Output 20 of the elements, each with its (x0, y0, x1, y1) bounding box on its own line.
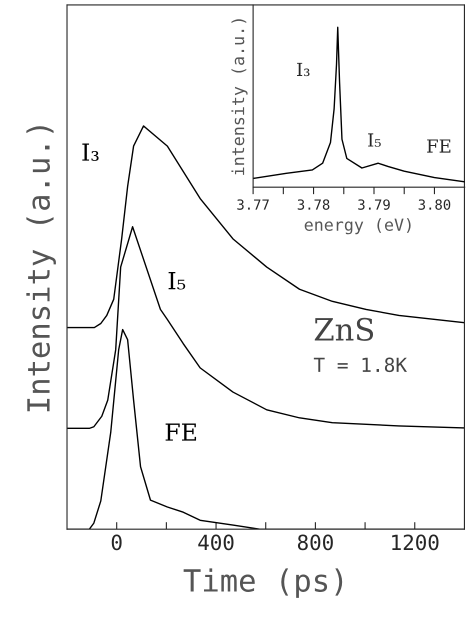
annotation: I₃ (297, 62, 310, 76)
series-label: I₃ (82, 143, 99, 161)
x-tick-label: 800 (298, 534, 333, 550)
x-axis-title: Time (ps) (184, 568, 342, 598)
x-tick-label: 0 (112, 534, 122, 550)
x-tick-label: 3.79 (358, 199, 390, 210)
annotation: I₅ (368, 133, 381, 147)
y-axis-title: Intensity (a.u.) (26, 126, 56, 412)
series-label: FE (166, 423, 196, 441)
series-label: I₅ (168, 272, 186, 290)
annotation: T = 1.8K (314, 357, 407, 372)
y-axis-title: intensity (a.u.) (231, 19, 248, 175)
x-tick-label: 3.77 (237, 199, 269, 210)
annotation: FE (427, 139, 450, 153)
x-axis-title: energy (eV) (304, 218, 411, 234)
x-tick-label: 400 (198, 534, 234, 550)
x-tick-label: 3.78 (298, 199, 330, 210)
x-tick-label: 1200 (392, 534, 438, 550)
x-tick-label: 3.80 (418, 199, 450, 210)
annotation: ZnS (314, 318, 374, 341)
